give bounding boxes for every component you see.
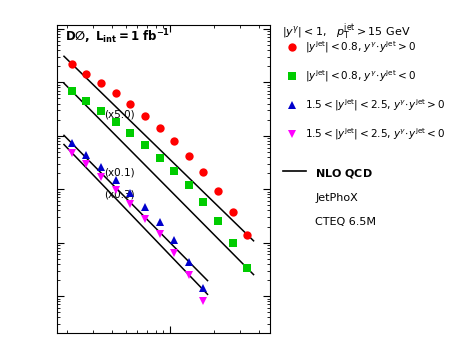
Text: $1.5 < |y^{\rm jet}| < 2.5$, $y^{\gamma}\!\cdot\! y^{\rm jet} < 0$: $1.5 < |y^{\rm jet}| < 2.5$, $y^{\gamma}…	[305, 126, 445, 142]
Text: CTEQ 6.5M: CTEQ 6.5M	[315, 217, 376, 227]
Text: (x5.0): (x5.0)	[104, 109, 135, 119]
Text: $\mathbf{D\emptyset}$$\mathbf{,\ L_{int} = 1\ fb^{-1}}$: $\mathbf{D\emptyset}$$\mathbf{,\ L_{int}…	[65, 28, 171, 46]
Text: $|y^{\rm jet}| < 0.8$, $y^{\gamma}\!\cdot\! y^{\rm jet} < 0$: $|y^{\rm jet}| < 0.8$, $y^{\gamma}\!\cdo…	[305, 68, 416, 84]
Text: JetPhoX: JetPhoX	[315, 192, 358, 203]
Text: (x0.1): (x0.1)	[104, 168, 135, 178]
Text: (x0.3): (x0.3)	[104, 190, 135, 199]
Text: $|y^{\gamma}| < 1$,   $p_{\rm T}^{\rm jet} > 15$ GeV: $|y^{\gamma}| < 1$, $p_{\rm T}^{\rm jet}…	[282, 21, 410, 42]
Text: $1.5 < |y^{\rm jet}| < 2.5$, $y^{\gamma}\!\cdot\! y^{\rm jet} > 0$: $1.5 < |y^{\rm jet}| < 2.5$, $y^{\gamma}…	[305, 97, 445, 113]
Text: $\mathbf{NLO\ QCD}$: $\mathbf{NLO\ QCD}$	[315, 166, 373, 180]
Text: $|y^{\rm jet}| < 0.8$, $y^{\gamma}\!\cdot\! y^{\rm jet} > 0$: $|y^{\rm jet}| < 0.8$, $y^{\gamma}\!\cdo…	[305, 39, 416, 55]
